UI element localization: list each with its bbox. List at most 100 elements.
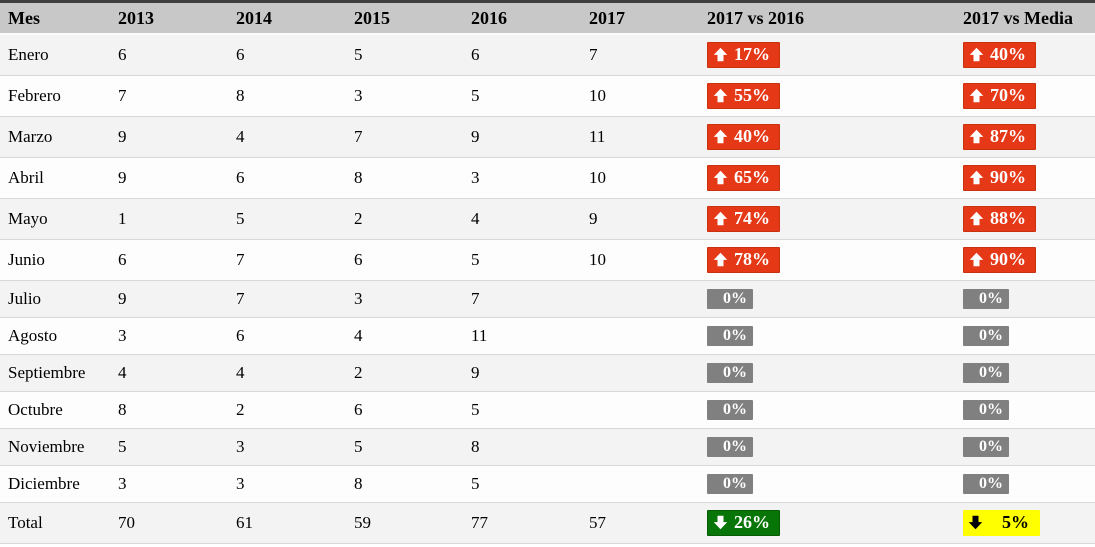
trend-badge-label: 0% <box>723 364 747 381</box>
value-cell-2013: 6 <box>118 44 127 64</box>
value-cell-2017: 10 <box>589 167 606 187</box>
header-cell-6: 2017 vs 2016 <box>699 1 955 35</box>
value-cell-2013: 9 <box>118 288 127 308</box>
trend-badge-label: 0% <box>979 475 1003 492</box>
value-cell-2014: 7 <box>236 288 245 308</box>
table-row: Enero 6 6 5 6 7 17% 40% <box>0 34 1095 75</box>
value-cell-2017: 10 <box>589 249 606 269</box>
trend-badge-label: 40% <box>734 126 770 146</box>
arrow-up-icon <box>713 252 728 267</box>
trend-badge: 0% <box>963 400 1009 420</box>
value-cell-2016: 5 <box>471 399 480 419</box>
trend-badge-label: 55% <box>734 85 770 105</box>
value-cell-2013: 5 <box>118 436 127 456</box>
arrow-down-icon <box>713 515 728 530</box>
value-cell-2016: 5 <box>471 85 480 105</box>
value-cell-2015: 59 <box>354 512 371 532</box>
trend-cell-vs2016: 65% <box>699 157 955 198</box>
value-cell-2017: 10 <box>589 85 606 105</box>
trend-cell-vsmedia: 70% <box>955 75 1095 116</box>
trend-badge: 0% <box>963 474 1009 494</box>
value-cell-2013: 4 <box>118 362 127 382</box>
trend-cell-vs2016: 0% <box>699 391 955 428</box>
value-cell-2014: 7 <box>236 249 245 269</box>
trend-badge: 26% <box>707 509 780 536</box>
value-cell-2016: 6 <box>471 44 480 64</box>
month-cell: Abril <box>8 167 44 187</box>
trend-badge: 65% <box>707 164 780 191</box>
month-cell: Mayo <box>8 208 48 228</box>
value-cell-2015: 6 <box>354 399 363 419</box>
trend-cell-vsmedia: 0% <box>955 428 1095 465</box>
value-cell-2014: 61 <box>236 512 253 532</box>
value-cell-2017 <box>581 317 699 354</box>
value-cell-2017 <box>581 428 699 465</box>
value-cell-2014: 5 <box>236 208 245 228</box>
trend-cell-vs2016: 0% <box>699 428 955 465</box>
value-cell-2015: 8 <box>354 473 363 493</box>
trend-badge: 74% <box>707 205 780 232</box>
trend-badge-label: 74% <box>734 208 770 228</box>
month-cell: Julio <box>8 288 42 308</box>
total-row: Total 70 61 59 77 57 26% 5% <box>0 502 1095 543</box>
trend-cell-vs2016: 74% <box>699 198 955 239</box>
value-cell-2017: 7 <box>589 44 598 64</box>
trend-badge: 0% <box>963 437 1009 457</box>
table-row: Marzo 9 4 7 9 11 40% 87% <box>0 116 1095 157</box>
trend-cell-vsmedia: 90% <box>955 157 1095 198</box>
trend-cell-vsmedia: 0% <box>955 465 1095 502</box>
trend-badge: 87% <box>963 123 1036 150</box>
value-cell-2016: 8 <box>471 436 480 456</box>
trend-cell-vs2016: 0% <box>699 317 955 354</box>
month-cell: Septiembre <box>8 362 86 382</box>
value-cell-2017: 57 <box>589 512 606 532</box>
trend-badge-label: 0% <box>723 438 747 455</box>
trend-cell-vsmedia: 0% <box>955 391 1095 428</box>
table-row: Septiembre 4 4 2 9 0% 0% <box>0 354 1095 391</box>
value-cell-2017 <box>581 391 699 428</box>
table-row: Agosto 3 6 4 11 0% 0% <box>0 317 1095 354</box>
value-cell-2015: 7 <box>354 126 363 146</box>
value-cell-2014: 3 <box>236 436 245 456</box>
trend-cell-vsmedia: 90% <box>955 239 1095 280</box>
trend-badge: 0% <box>963 326 1009 346</box>
table-row: Mayo 1 5 2 4 9 74% 88% <box>0 198 1095 239</box>
trend-cell-vs2016: 0% <box>699 465 955 502</box>
month-cell: Enero <box>8 44 49 64</box>
trend-badge-label: 0% <box>979 401 1003 418</box>
trend-cell-vsmedia: 0% <box>955 354 1095 391</box>
trend-cell-vsmedia: 88% <box>955 198 1095 239</box>
trend-cell-vs2016: 55% <box>699 75 955 116</box>
header-cell-1: 2013 <box>110 1 228 35</box>
trend-badge-label: 17% <box>734 44 770 65</box>
header-cell-0: Mes <box>0 1 110 35</box>
trend-badge: 90% <box>963 164 1036 191</box>
trend-badge-label: 0% <box>979 327 1003 344</box>
month-cell: Agosto <box>8 325 58 345</box>
month-cell: Marzo <box>8 126 53 146</box>
table-body: Enero 6 6 5 6 7 17% 40% Febrero 7 8 3 5 10 55% 70% Marzo… <box>0 34 1095 543</box>
trend-cell-vs2016: 26% <box>699 502 955 543</box>
arrow-up-icon <box>969 211 984 226</box>
value-cell-2013: 9 <box>118 167 127 187</box>
trend-badge-label: 88% <box>990 208 1026 228</box>
trend-badge-label: 0% <box>723 401 747 418</box>
value-cell-2017: 11 <box>589 126 606 146</box>
value-cell-2015: 8 <box>354 167 363 187</box>
trend-badge-label: 0% <box>723 290 747 307</box>
header-cell-7: 2017 vs Media <box>955 1 1095 35</box>
value-cell-2015: 5 <box>354 436 363 456</box>
value-cell-2015: 4 <box>354 325 363 345</box>
trend-badge-label: 0% <box>723 475 747 492</box>
table-row: Octubre 8 2 6 5 0% 0% <box>0 391 1095 428</box>
value-cell-2014: 4 <box>236 126 245 146</box>
trend-badge: 0% <box>707 400 753 420</box>
value-cell-2016: 5 <box>471 249 480 269</box>
trend-badge: 0% <box>963 289 1009 309</box>
arrow-up-icon <box>713 129 728 144</box>
month-cell: Diciembre <box>8 473 80 493</box>
trend-badge-label: 5% <box>1002 512 1029 532</box>
value-cell-2013: 6 <box>118 249 127 269</box>
trend-badge-label: 90% <box>990 167 1026 187</box>
trend-badge-label: 65% <box>734 167 770 187</box>
